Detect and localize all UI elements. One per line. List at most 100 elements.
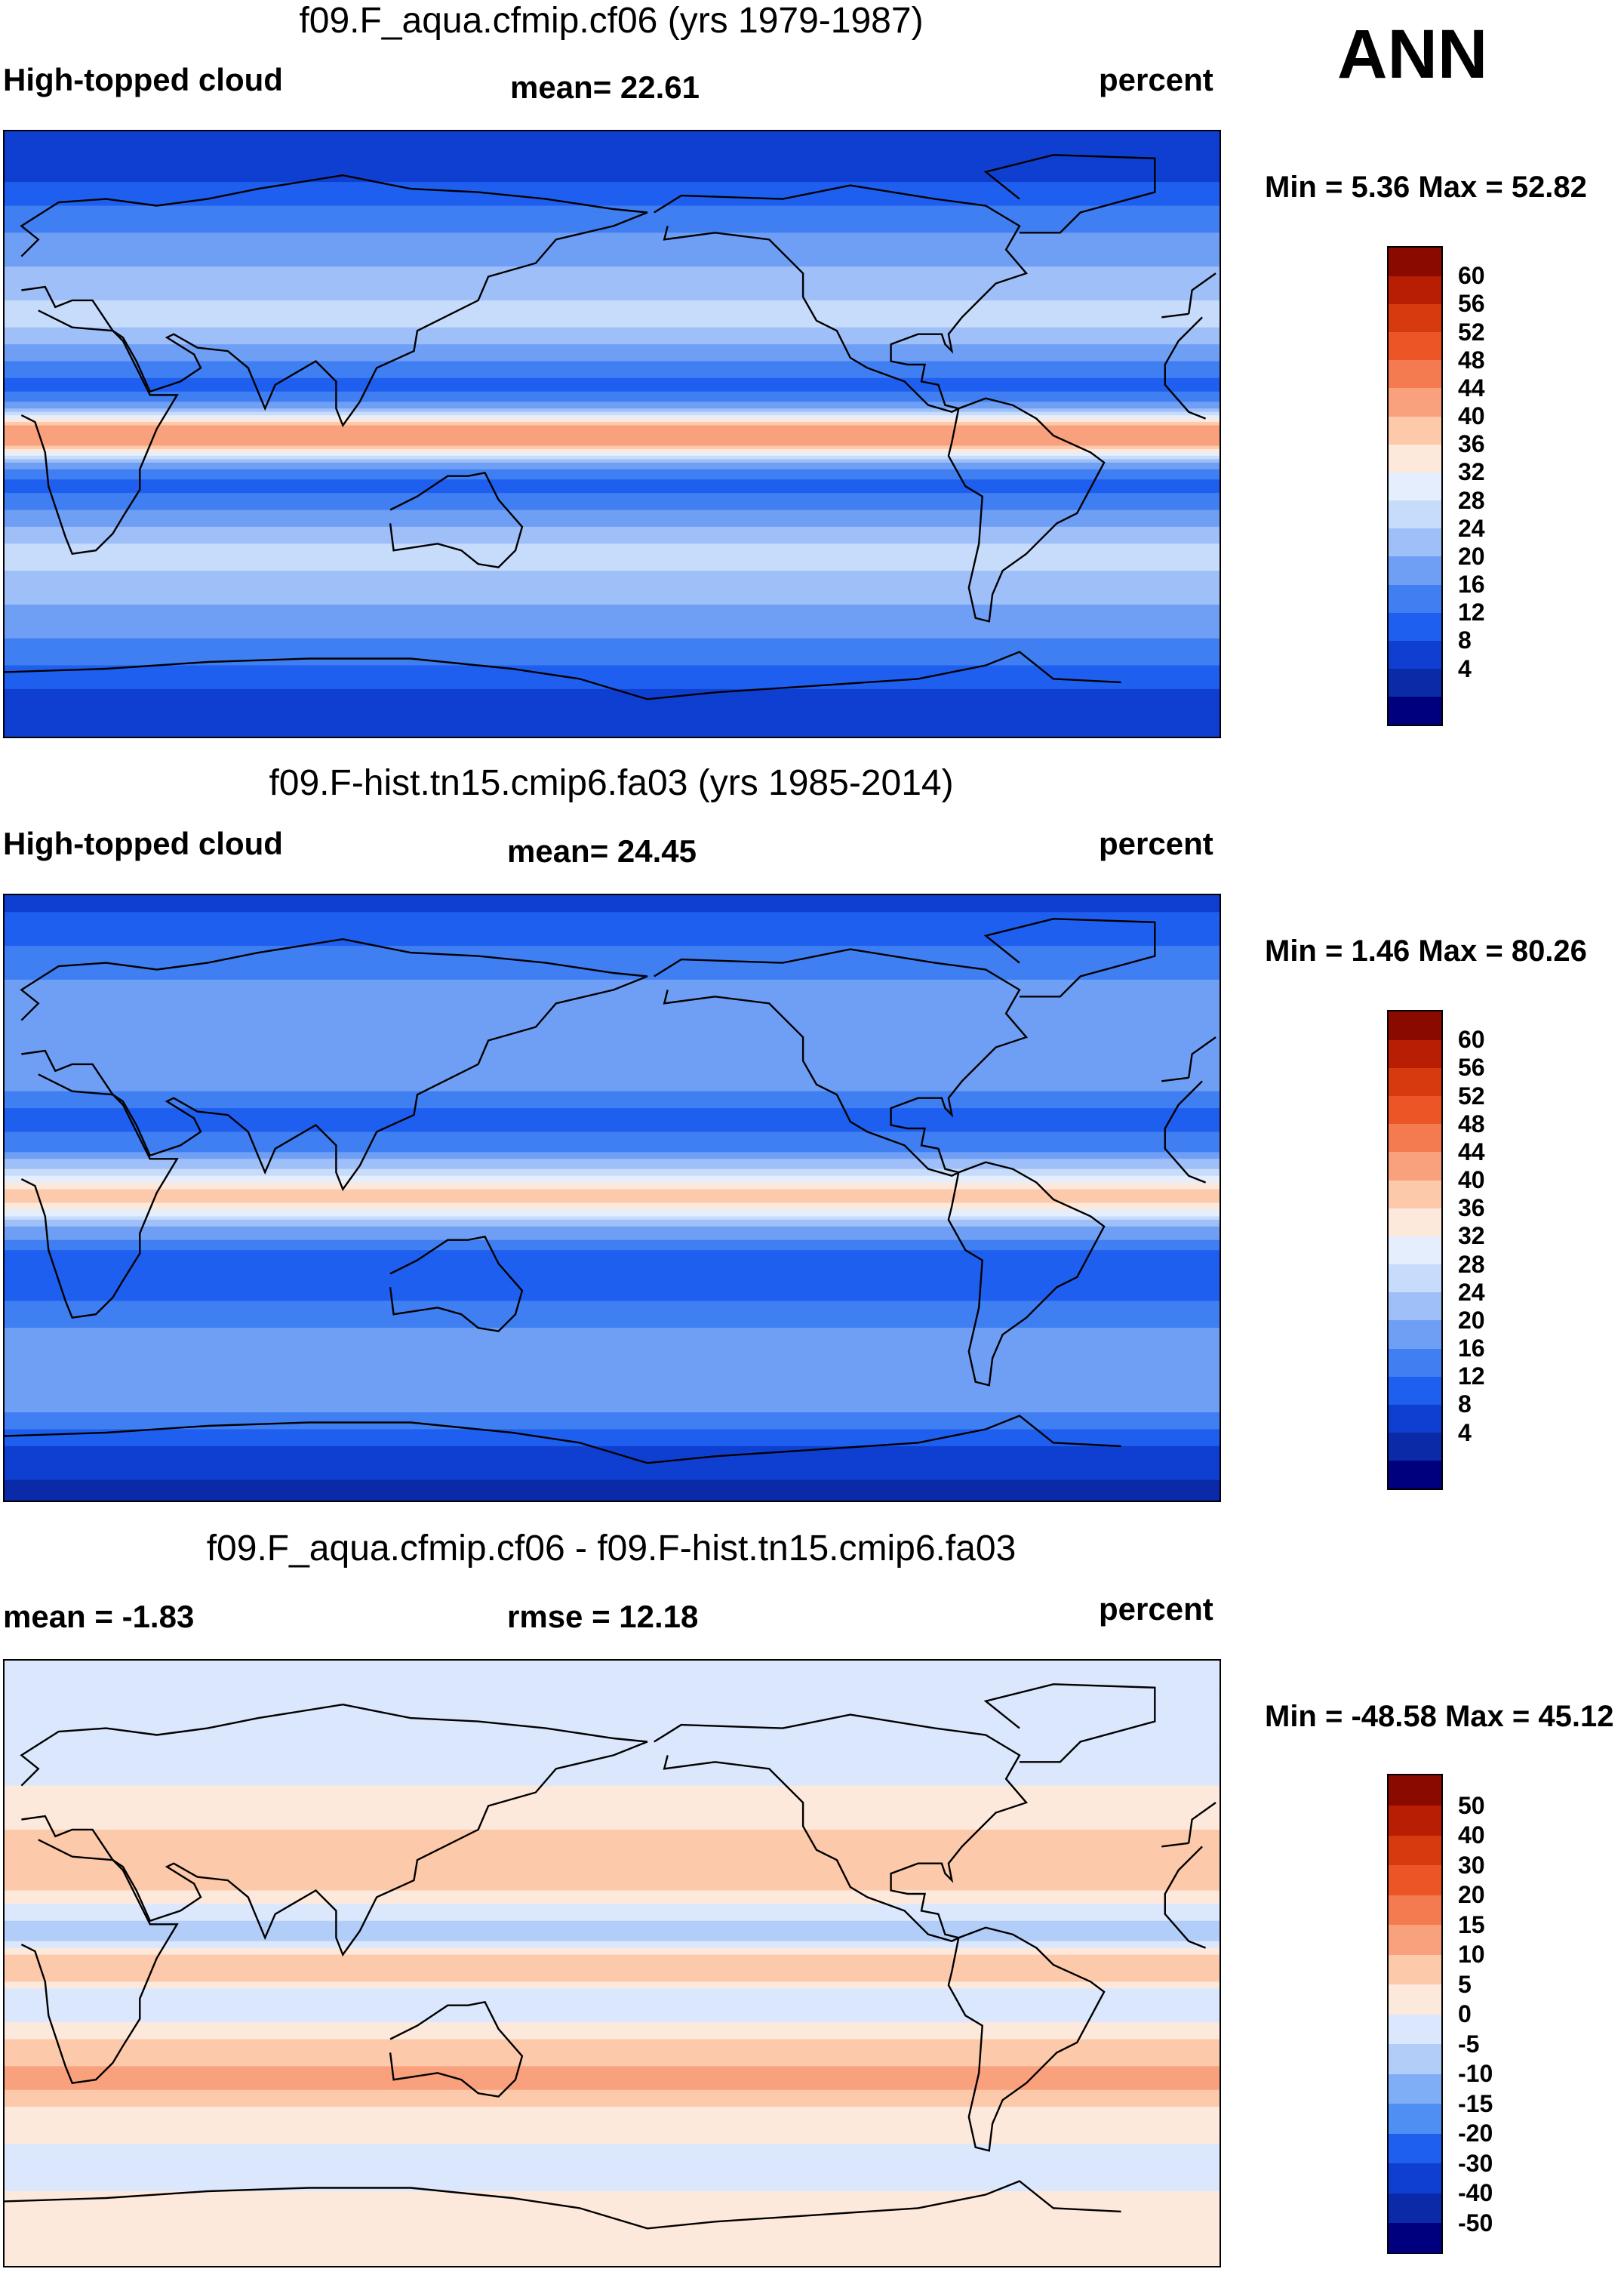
- panel-3-band: [5, 1849, 1220, 1854]
- panel-1-band: [5, 219, 1220, 223]
- panel-3-colorbar-swatch: [1389, 2014, 1441, 2044]
- panel-2-band: [5, 1134, 1220, 1139]
- panel-2-band: [5, 1125, 1220, 1129]
- panel-1-band: [5, 584, 1220, 589]
- panel-2-band: [5, 1497, 1220, 1501]
- panel-2-band: [5, 1115, 1220, 1119]
- panel-1-band: [5, 249, 1220, 254]
- panel-1-band: [5, 611, 1220, 615]
- panel-3-band: [5, 1661, 1220, 1665]
- panel-3-colorbar-tick-label: -20: [1458, 2120, 1493, 2147]
- panel-1-band: [5, 436, 1220, 440]
- panel-1-band: [5, 709, 1220, 713]
- panel-1-band: [5, 368, 1220, 372]
- panel-3-band: [5, 2103, 1220, 2107]
- panel-2-coastline-antarctica: [5, 1415, 1121, 1464]
- panel-3-band: [5, 1938, 1220, 1942]
- panel-1-band: [5, 155, 1220, 159]
- panel-1-band: [5, 459, 1220, 463]
- panel-1-band: [5, 178, 1220, 183]
- panel-2-band: [5, 1270, 1220, 1275]
- panel-1-band: [5, 273, 1220, 278]
- panel-1-band: [5, 695, 1220, 700]
- panel-1-band: [5, 232, 1220, 237]
- panel-3-band: [5, 2055, 1220, 2060]
- panel-3-colorbar-swatch: [1389, 1895, 1441, 1925]
- panel-2-colorbar-swatch: [1389, 1095, 1441, 1125]
- panel-1-band: [5, 493, 1220, 497]
- panel-2-colorbar-swatch: [1389, 1291, 1441, 1321]
- panel-2-band: [5, 1365, 1220, 1369]
- panel-1-colorbar-swatch: [1389, 359, 1441, 389]
- panel-1-colorbar-tick-label: 44: [1458, 374, 1485, 402]
- panel-2-band: [5, 953, 1220, 957]
- panel-1-band: [5, 422, 1220, 426]
- panel-2-band: [5, 1351, 1220, 1356]
- panel-1-band: [5, 405, 1220, 409]
- panel-3-band: [5, 1778, 1220, 1783]
- panel-1-band: [5, 306, 1220, 311]
- panel-3-svg: [5, 1661, 1220, 2266]
- panel-1-band: [5, 269, 1220, 274]
- panel-1-band: [5, 594, 1220, 599]
- panel-3-band: [5, 2187, 1220, 2192]
- panel-3-band: [5, 2036, 1220, 2040]
- panel-2-band: [5, 939, 1220, 944]
- panel-2-band: [5, 976, 1220, 981]
- panel-3-band: [5, 1755, 1220, 1759]
- panel-3-band: [5, 1667, 1220, 1672]
- panel-1-band: [5, 239, 1220, 244]
- season-label: ANN: [1337, 16, 1488, 93]
- panel-1-band: [5, 134, 1220, 139]
- panel-1-band: [5, 655, 1220, 660]
- panel-3-band: [5, 1684, 1220, 1689]
- panel-2-colorbar: [1387, 1010, 1443, 1490]
- panel-3-band: [5, 1769, 1220, 1773]
- panel-2-colorbar-swatch: [1389, 1039, 1441, 1068]
- panel-2-band: [5, 1466, 1220, 1470]
- panel-1-band: [5, 543, 1220, 548]
- panel-1-band: [5, 253, 1220, 257]
- panel-2-band: [5, 1047, 1220, 1051]
- panel-3-band: [5, 2005, 1220, 2009]
- panel-1-band: [5, 448, 1220, 453]
- panel-1-band: [5, 171, 1220, 176]
- panel-2-colorbar-tick-label: 8: [1458, 1390, 1472, 1418]
- panel-3-colorbar-swatch: [1389, 1775, 1441, 1806]
- panel-2-colorbar-tick-label: 40: [1458, 1166, 1485, 1194]
- panel-2-colorbar-tick-label: 56: [1458, 1054, 1485, 1082]
- panel-2-band: [5, 1310, 1220, 1315]
- panel-2-band: [5, 1223, 1220, 1227]
- panel-1-band: [5, 280, 1220, 285]
- panel-1-band: [5, 148, 1220, 152]
- panel-1-band: [5, 381, 1220, 386]
- panel-3-band: [5, 2245, 1220, 2249]
- panel-3-band: [5, 2086, 1220, 2091]
- panel-1-band: [5, 283, 1220, 288]
- panel-1-band: [5, 266, 1220, 271]
- panel-1-minmax: Min = 5.36 Max = 52.82: [1265, 171, 1587, 204]
- panel-1-band: [5, 590, 1220, 596]
- panel-1-colorbar-tick-label: 52: [1458, 318, 1485, 346]
- panel-3-colorbar-tick-label: -50: [1458, 2209, 1493, 2237]
- panel-1-band: [5, 354, 1220, 359]
- panel-2-band: [5, 1054, 1220, 1058]
- panel-2-colorbar-tick-label: 16: [1458, 1335, 1485, 1362]
- panel-2-band: [5, 935, 1220, 940]
- panel-3-band: [5, 2042, 1220, 2047]
- panel-1-colorbar-swatch: [1389, 640, 1441, 670]
- panel-3-band: [5, 1995, 1220, 2000]
- panel-3-band: [5, 1792, 1220, 1796]
- panel-2-band: [5, 1243, 1220, 1248]
- panel-3-band: [5, 1782, 1220, 1787]
- panel-1-colorbar-tick-label: 40: [1458, 402, 1485, 430]
- panel-3-band: [5, 2096, 1220, 2101]
- panel-2-band: [5, 1301, 1220, 1305]
- panel-1-band: [5, 685, 1220, 690]
- panel-1-band: [5, 631, 1220, 636]
- panel-3-band: [5, 1803, 1220, 1807]
- panel-3-band: [5, 1883, 1220, 1888]
- panel-2-band: [5, 1044, 1220, 1048]
- panel-2-colorbar-tick-label: 48: [1458, 1110, 1485, 1138]
- panel-2-band: [5, 1290, 1220, 1295]
